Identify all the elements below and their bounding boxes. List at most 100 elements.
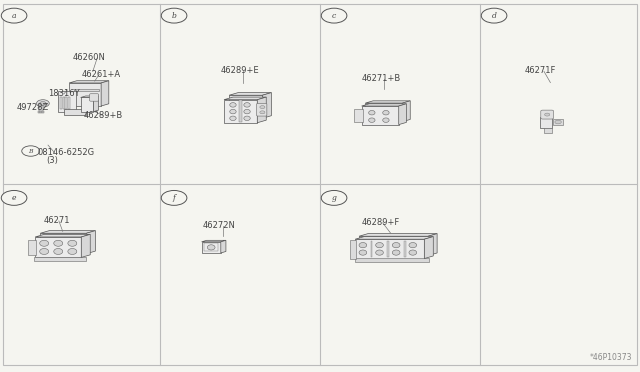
Polygon shape [69,81,109,83]
Bar [359,236,428,256]
Circle shape [1,8,27,23]
Polygon shape [221,240,226,253]
Bar [362,106,399,125]
Ellipse shape [230,103,236,107]
Polygon shape [101,81,109,106]
Bar [224,100,257,123]
Bar [202,242,221,253]
Polygon shape [399,104,406,125]
Bar [350,240,356,259]
Polygon shape [224,97,266,100]
Bar [204,243,218,251]
Circle shape [481,8,507,23]
Text: 46261+A: 46261+A [82,70,121,79]
FancyBboxPatch shape [90,94,99,101]
Ellipse shape [207,245,215,250]
Bar [64,109,86,115]
Ellipse shape [376,250,383,255]
Text: *46P10373: *46P10373 [590,353,632,362]
Bar [39,105,43,112]
Bar [365,103,403,122]
Circle shape [161,8,187,23]
Polygon shape [424,237,433,259]
Polygon shape [428,234,437,256]
Text: a: a [12,12,17,20]
Ellipse shape [369,110,375,115]
Circle shape [545,113,550,116]
Ellipse shape [40,248,49,254]
Ellipse shape [409,243,417,248]
Ellipse shape [409,250,417,255]
Polygon shape [403,101,410,122]
Polygon shape [362,104,406,106]
Text: 46271F: 46271F [525,66,556,75]
Ellipse shape [376,243,383,248]
Bar [371,241,372,257]
Text: 46289+E: 46289+E [221,66,259,75]
Bar [34,257,86,261]
Polygon shape [81,234,90,257]
Text: 46260N: 46260N [72,53,105,62]
Ellipse shape [392,250,400,255]
Polygon shape [81,96,99,97]
Ellipse shape [369,118,375,122]
Polygon shape [86,231,95,254]
FancyBboxPatch shape [541,110,554,119]
Text: c: c [332,12,336,20]
Ellipse shape [244,103,250,107]
Bar [69,83,101,106]
Bar [35,237,81,257]
Text: 46289+F: 46289+F [362,218,400,227]
Ellipse shape [68,248,77,254]
Text: B: B [28,148,33,154]
Circle shape [260,111,265,114]
Circle shape [260,106,265,109]
Polygon shape [229,93,271,95]
Polygon shape [40,231,95,233]
Text: 46271+B: 46271+B [362,74,401,83]
Circle shape [22,146,40,156]
Circle shape [555,120,561,124]
Bar [68,97,70,109]
Text: 18316Y: 18316Y [48,89,79,98]
Bar [239,100,242,122]
Polygon shape [262,93,271,118]
Text: (3): (3) [47,156,59,165]
Polygon shape [365,101,410,103]
Text: 49728Z: 49728Z [17,103,49,112]
Ellipse shape [230,116,236,121]
Ellipse shape [40,240,49,246]
Bar [387,241,389,257]
Bar [354,109,363,122]
FancyBboxPatch shape [257,103,267,116]
Bar [355,239,424,259]
Polygon shape [202,240,226,242]
Circle shape [321,190,347,205]
Polygon shape [257,97,266,123]
Text: 46289+B: 46289+B [83,111,122,120]
Bar [60,97,62,109]
Text: f: f [173,194,175,202]
Polygon shape [93,96,99,112]
Polygon shape [355,237,433,239]
Bar [553,119,563,125]
Bar [355,258,429,262]
Bar [42,111,44,113]
Text: b: b [172,12,177,20]
Text: 46272N: 46272N [203,221,236,230]
Polygon shape [35,234,90,237]
Ellipse shape [244,116,250,121]
Ellipse shape [68,240,77,246]
Ellipse shape [383,110,389,115]
Bar [40,233,86,254]
Text: g: g [332,194,337,202]
Text: d: d [492,12,497,20]
Circle shape [321,8,347,23]
Bar [229,95,262,118]
Ellipse shape [244,109,250,114]
Circle shape [1,190,27,205]
Bar [38,111,40,113]
Bar [404,241,406,257]
Bar [28,240,36,255]
Ellipse shape [359,250,367,255]
